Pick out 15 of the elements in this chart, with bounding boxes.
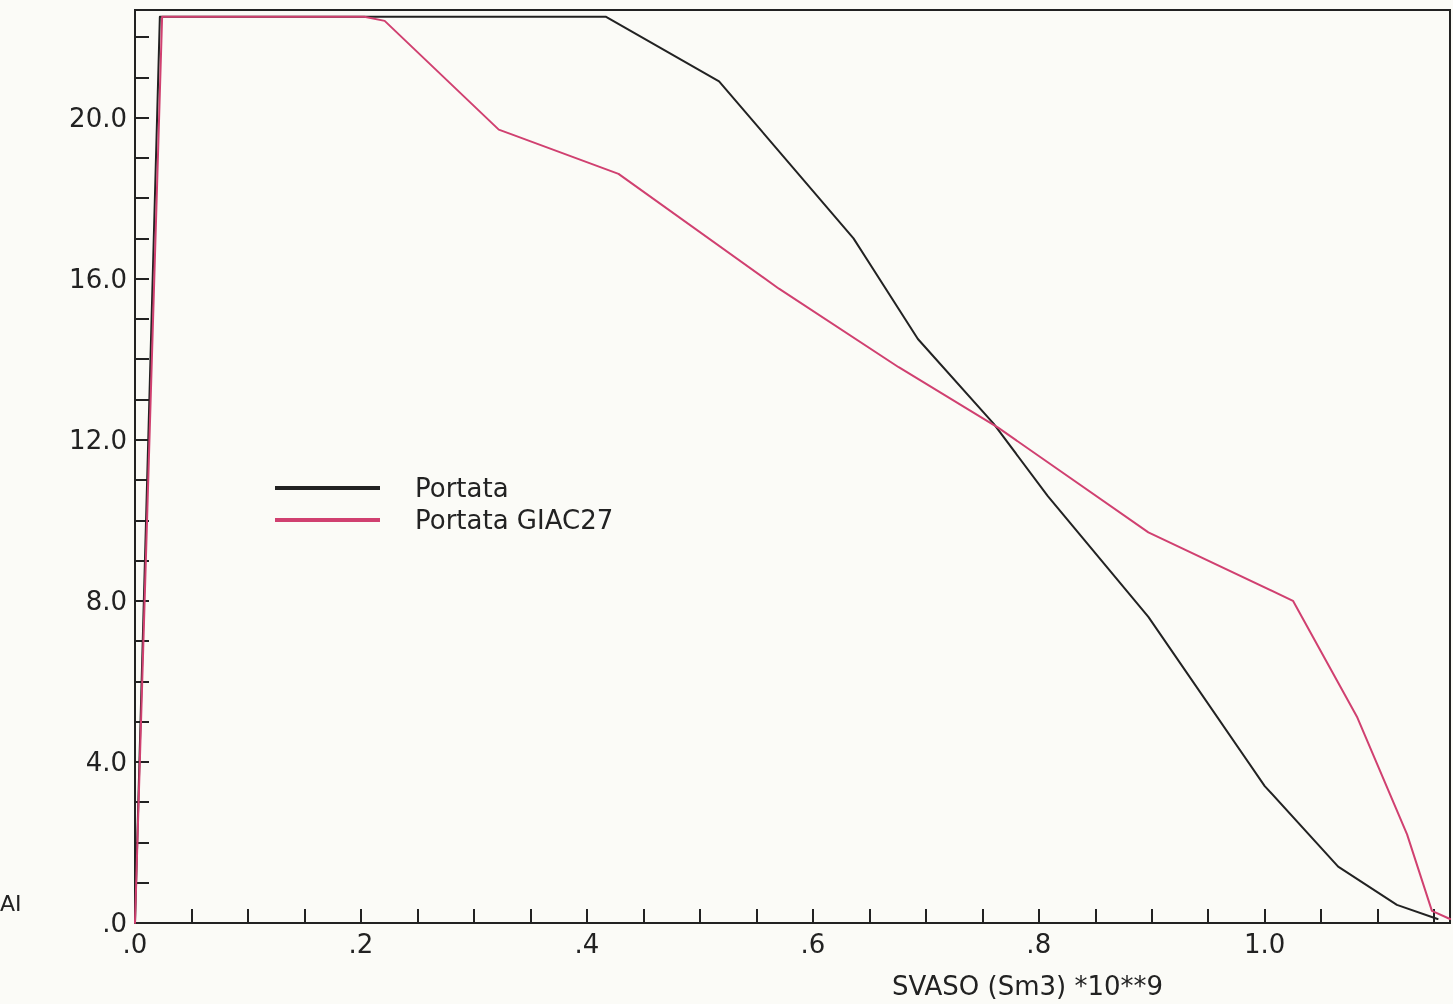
- y-tick-label: 12.0: [69, 424, 127, 455]
- y-tick-label: .0: [102, 908, 127, 938]
- legend-label: Portata: [415, 473, 509, 503]
- x-tick-label: .6: [800, 929, 826, 959]
- x-tick-label: 1.0: [1244, 929, 1286, 959]
- y-axis-title: AI: [0, 890, 22, 916]
- y-tick-label: 8.0: [85, 585, 127, 616]
- x-tick-label: .4: [574, 929, 600, 959]
- y-tick-label: 16.0: [69, 263, 127, 294]
- x-tick-label: .2: [348, 929, 374, 959]
- x-axis-title: SVASO (Sm3) *10**9: [891, 971, 1164, 1001]
- x-tick-label: .8: [1026, 929, 1052, 959]
- y-tick-label: 20.0: [69, 102, 127, 133]
- legend-label: Portata GIAC27: [415, 505, 614, 535]
- y-tick-label: 4.0: [85, 746, 127, 777]
